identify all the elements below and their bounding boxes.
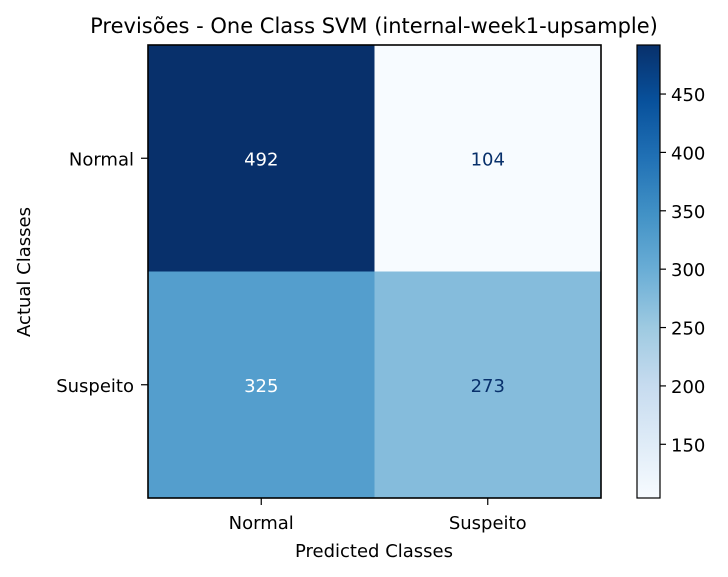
heatmap-cell: [374, 45, 601, 272]
cell-value-label: 492: [244, 149, 278, 170]
heatmap-cell: [148, 45, 375, 272]
cell-value-label: 325: [244, 376, 278, 397]
colorbar-tick-label: 450: [671, 85, 705, 106]
y-tick-label: Suspeito: [56, 376, 134, 397]
y-tick-label: Normal: [69, 149, 134, 170]
colorbar-tick-label: 250: [671, 319, 705, 340]
heatmap-cell: [148, 271, 375, 498]
plot-frame: [147, 44, 602, 499]
x-tick-label: Normal: [229, 513, 294, 534]
x-tick-label: Suspeito: [449, 513, 527, 534]
y-axis-label: Actual Classes: [14, 207, 35, 337]
x-axis-ticks: Normal Suspeito: [229, 498, 527, 534]
heatmap-cell: [374, 271, 601, 498]
x-axis-label: Predicted Classes: [295, 541, 453, 562]
colorbar-tick-label: 150: [671, 435, 705, 456]
heatmap-cells: [148, 45, 601, 498]
colorbar: [636, 44, 661, 499]
chart-title: Previsões - One Class SVM (internal-week…: [90, 14, 658, 38]
cell-value-label: 273: [471, 376, 505, 397]
colorbar-tick-label: 350: [671, 202, 705, 223]
colorbar-tick-label: 300: [671, 260, 705, 281]
cell-value-label: 104: [471, 149, 505, 170]
y-axis-ticks: Normal Suspeito: [56, 149, 148, 397]
heatmap-cell-labels: 492 104 325 273: [244, 149, 505, 397]
colorbar-tick-label: 400: [671, 143, 705, 164]
colorbar-ticks: 150 200 250 300 350 400 450: [660, 85, 705, 456]
colorbar-tick-label: 200: [671, 377, 705, 398]
